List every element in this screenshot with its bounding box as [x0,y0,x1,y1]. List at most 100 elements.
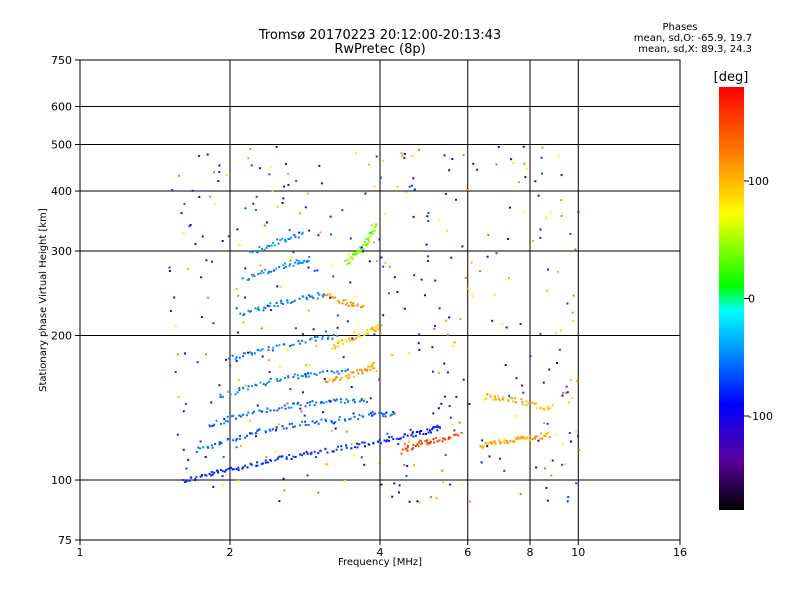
echo-point [280,299,283,302]
echo-point [222,483,225,486]
echo-point [400,152,403,155]
echo-point [274,459,277,462]
echo-point [560,174,563,177]
echo-point [537,194,540,197]
echo-point [368,163,371,166]
echo-point [432,426,435,429]
echo-point [314,339,317,342]
echo-point [180,212,183,215]
echo-point [459,318,462,321]
echo-point [304,374,307,377]
echo-point [276,285,279,288]
echo-point [250,164,253,167]
echo-point [352,253,354,256]
echo-point [352,398,355,401]
echo-point [275,301,278,304]
echo-point [448,405,451,408]
echo-point [502,440,505,443]
echo-point [289,259,292,262]
echo-point [264,459,267,462]
trace-x5 [479,431,551,449]
echo-point [184,481,186,484]
echo-point [199,447,202,450]
echo-point [349,339,352,342]
echo-point [287,172,290,175]
echo-point [363,334,366,336]
echo-point [290,406,293,409]
echo-point [292,264,295,267]
echo-point [522,145,525,148]
echo-point [378,378,381,381]
echo-point [283,489,286,492]
echo-point [199,475,202,478]
echo-point [424,294,426,297]
y-axis-ticks: 75 100 200 300 400 500 600 750 [51,54,80,547]
echo-point [365,332,368,335]
echo-point [251,353,254,356]
echo-point [301,261,304,264]
echo-point [325,420,328,422]
echo-point [290,458,293,460]
echo-point [403,307,406,310]
echo-point [306,192,309,195]
echo-point [363,441,366,444]
echo-point [315,420,318,423]
echo-point [462,378,465,381]
echo-point [241,467,244,470]
echo-point [374,329,377,332]
echo-point [523,437,526,440]
x-tick-label: 4 [377,546,384,559]
echo-point [344,298,347,301]
echo-point [300,374,303,377]
echo-point [427,431,430,434]
echo-point [561,394,564,397]
echo-point [562,391,565,394]
echo-point [298,260,301,263]
echo-point [317,234,320,237]
echo-point [251,275,254,278]
echo-point [361,250,364,253]
echo-point [346,258,349,261]
echo-point [264,268,267,271]
echo-point [336,300,339,302]
echo-point [262,271,265,274]
echo-point [275,426,278,429]
echo-point [225,358,227,361]
echo-point [433,426,436,429]
echo-point [556,362,558,364]
echo-point [219,396,222,398]
echo-point [354,338,357,341]
echo-point [361,244,364,246]
echo-point [371,365,374,368]
echo-point [371,410,374,413]
echo-point [505,440,508,442]
echo-point [369,235,372,237]
echo-point [523,162,526,165]
echo-point [499,457,501,460]
echo-point [514,415,517,418]
echo-point [382,415,385,418]
echo-point [324,294,326,297]
echo-point [448,436,450,439]
echo-point [354,152,357,155]
echo-point [269,377,272,380]
echo-point [487,442,490,445]
echo-point [442,481,444,484]
echo-point [545,216,548,219]
echo-point [264,461,267,464]
echo-point [521,400,524,403]
echo-point [254,209,257,212]
echo-point [218,164,221,167]
echo-point [263,224,266,227]
echo-point [177,396,180,398]
echo-point [281,303,284,305]
trace-x4 [344,223,378,266]
trace-x7 [400,431,463,455]
echo-point [270,270,272,273]
echo-point [451,158,454,160]
echo-point [352,302,355,305]
echo-point [509,396,512,399]
echo-point [271,190,274,192]
echo-point [313,404,316,407]
echo-point [443,362,446,365]
